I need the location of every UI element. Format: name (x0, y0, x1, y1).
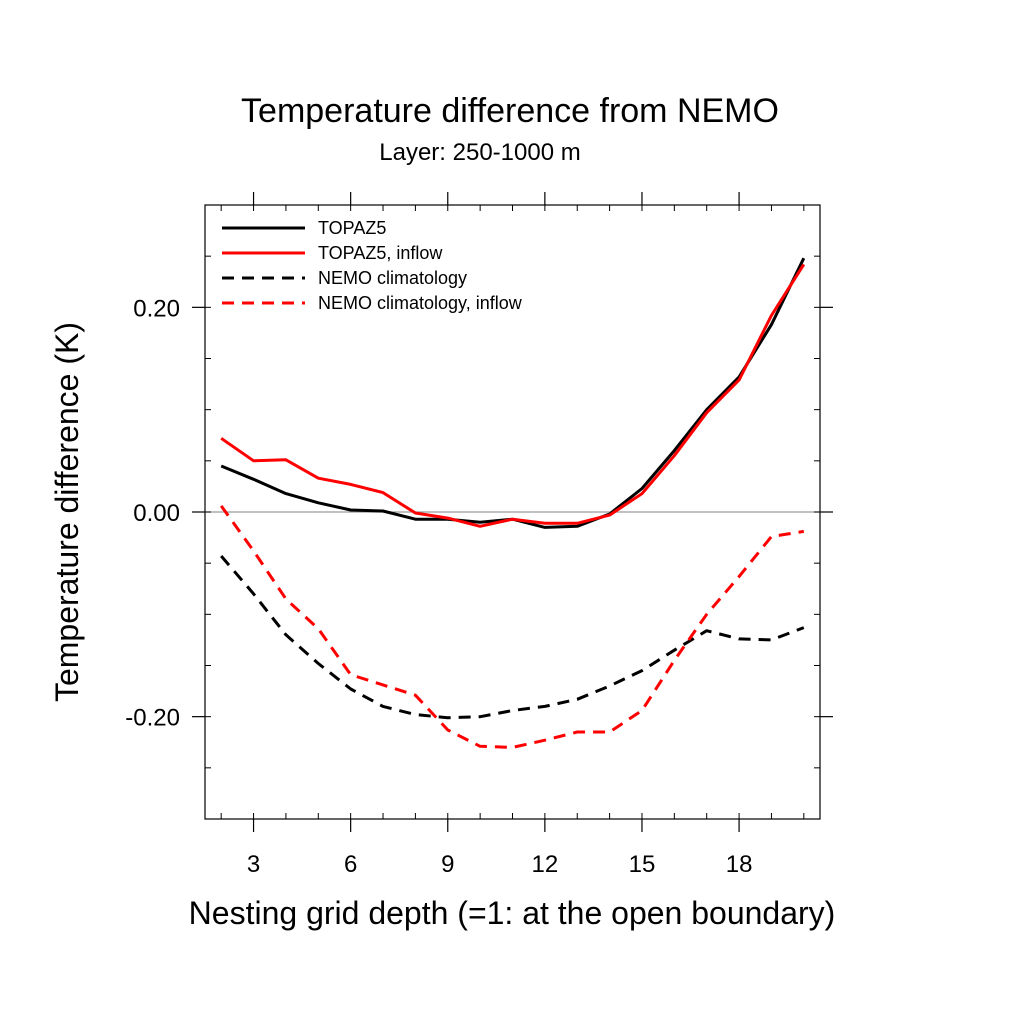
x-tick-label: 3 (247, 851, 260, 878)
x-tick-label: 12 (532, 851, 559, 878)
x-tick-label: 9 (441, 851, 454, 878)
chart-title: Temperature difference from NEMO (241, 92, 779, 130)
legend: TOPAZ5 TOPAZ5, inflow NEMO climatology NEMO… (222, 218, 523, 313)
legend-label: NEMO climatology, inflow (318, 293, 523, 313)
x-tick-label: 18 (726, 851, 753, 878)
y-tick-label: 0.20 (133, 295, 180, 322)
y-tick-label: 0.00 (133, 500, 180, 527)
legend-label: TOPAZ5 (318, 218, 386, 238)
y-tick-label: -0.20 (125, 705, 180, 732)
x-tick-label: 15 (629, 851, 656, 878)
x-axis-label: Nesting grid depth (=1: at the open boun… (189, 895, 836, 931)
x-tick-label: 6 (344, 851, 357, 878)
axis-ticks: 3 6 9 12 15 18 -0.20 0.00 0.20 (125, 192, 833, 878)
series-line (220, 263, 806, 528)
chart-subtitle: Layer: 250-1000 m (379, 139, 580, 166)
series-line (219, 505, 805, 749)
y-axis-label: Temperature difference (K) (49, 322, 85, 702)
data-series (219, 257, 806, 749)
legend-label: NEMO climatology (318, 268, 467, 288)
legend-label: TOPAZ5, inflow (318, 243, 443, 263)
series-line (220, 555, 805, 720)
